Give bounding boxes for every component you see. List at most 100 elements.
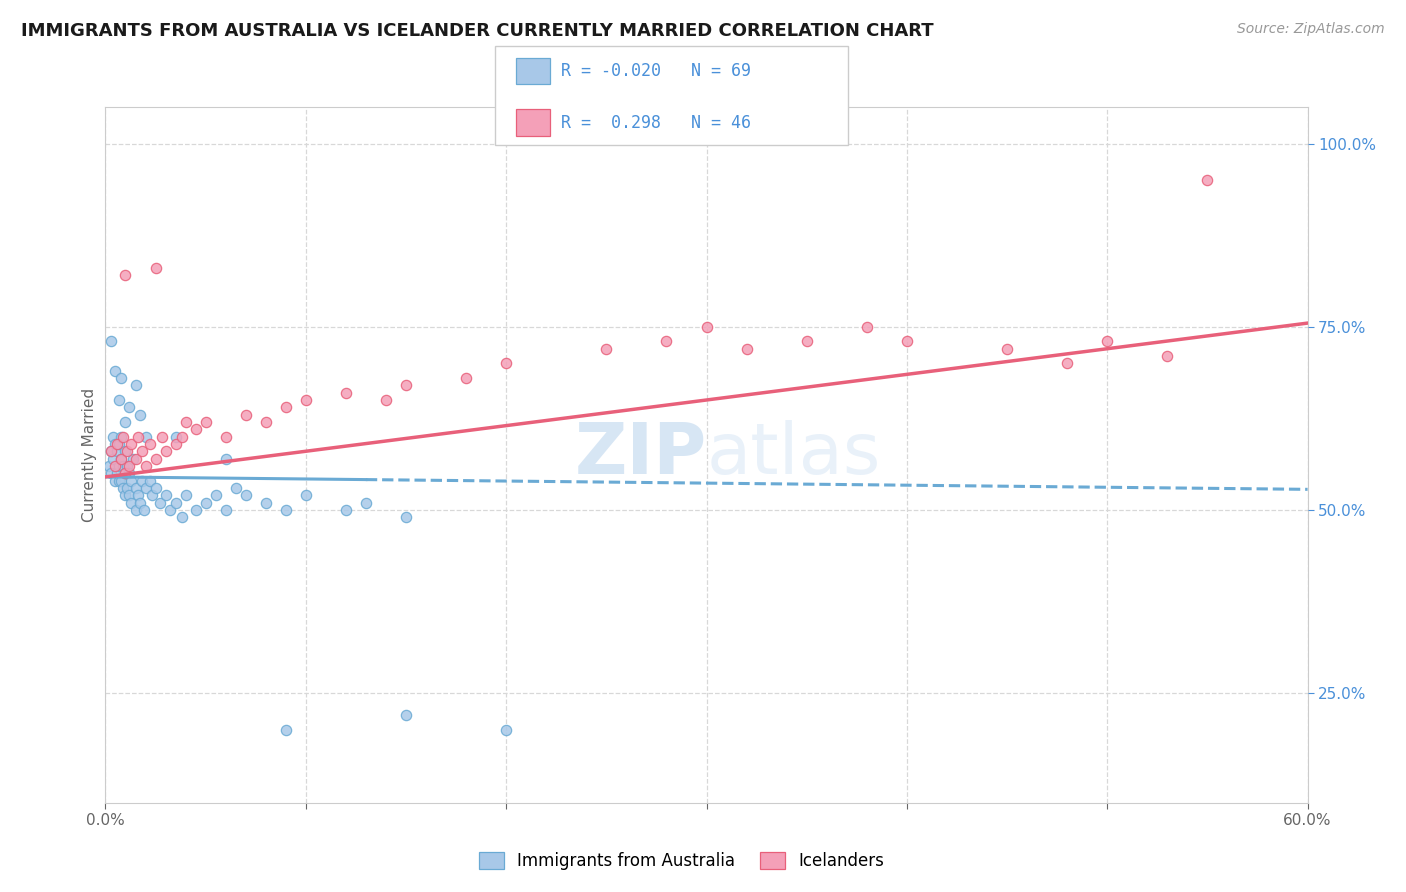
Point [124,481,146,495]
Point [855,319,877,334]
Point [165,437,187,451]
Point [274,401,297,415]
Point [174,415,197,429]
Point [112,481,135,495]
Point [135,481,157,495]
Point [454,371,477,385]
Point [214,503,236,517]
Point [117,444,139,458]
Point [103,451,125,466]
Point [150,429,173,443]
Point [995,342,1018,356]
Point [114,444,136,458]
Point [214,451,236,466]
Text: R = -0.020   N = 69: R = -0.020 N = 69 [561,62,751,80]
Point [107,467,129,481]
Point [108,474,131,488]
Point [194,415,217,429]
Point [495,356,517,370]
Point [254,495,277,509]
Point [155,488,177,502]
Point [114,488,136,502]
Point [141,488,163,502]
Point [159,503,181,517]
Point [124,451,146,466]
Point [235,488,257,502]
Point [655,334,678,349]
Point [118,467,141,481]
Point [131,444,153,458]
Point [131,474,153,488]
Text: Source: ZipAtlas.com: Source: ZipAtlas.com [1237,22,1385,37]
Point [127,429,149,443]
Point [118,488,141,502]
Text: IMMIGRANTS FROM AUSTRALIA VS ICELANDER CURRENTLY MARRIED CORRELATION CHART: IMMIGRANTS FROM AUSTRALIA VS ICELANDER C… [21,22,934,40]
Point [155,444,177,458]
Text: atlas: atlas [707,420,882,490]
Point [98,458,121,473]
Point [295,488,318,502]
Point [896,334,918,349]
Point [121,437,143,451]
Point [107,444,129,458]
Legend: Immigrants from Australia, Icelanders: Immigrants from Australia, Icelanders [472,845,891,877]
Point [1156,349,1178,363]
Point [1197,173,1219,187]
Point [796,334,818,349]
Point [165,429,187,443]
Point [170,429,193,443]
Point [354,495,377,509]
Point [100,444,122,458]
Point [395,510,418,524]
Point [735,342,758,356]
Point [170,510,193,524]
Point [1056,356,1078,370]
Point [100,334,122,349]
Point [145,481,167,495]
Point [138,474,160,488]
Point [184,503,207,517]
Point [110,451,132,466]
Point [128,408,150,422]
Point [595,342,617,356]
Y-axis label: Currently Married: Currently Married [82,388,97,522]
Point [194,495,217,509]
Point [107,437,129,451]
Point [108,392,131,407]
Point [117,458,139,473]
Point [274,723,297,737]
Point [374,392,398,407]
Point [104,474,127,488]
Point [124,378,146,392]
Point [114,268,136,283]
Point [121,474,143,488]
Point [124,503,146,517]
Point [121,495,143,509]
Point [135,429,157,443]
Text: ZIP: ZIP [574,420,707,490]
Point [112,458,135,473]
Point [117,481,139,495]
Point [112,429,135,443]
Point [100,467,122,481]
Point [254,415,277,429]
Point [114,415,136,429]
Point [108,437,131,451]
Point [138,437,160,451]
Point [395,707,418,722]
Point [127,488,149,502]
Point [204,488,226,502]
Point [110,371,132,385]
Point [100,444,122,458]
Point [128,495,150,509]
Point [148,495,170,509]
Point [174,488,197,502]
Point [103,429,125,443]
Point [114,467,136,481]
Point [110,474,132,488]
Point [696,319,718,334]
Text: R =  0.298   N = 46: R = 0.298 N = 46 [561,113,751,131]
Point [132,503,155,517]
Point [108,458,131,473]
Point [104,364,127,378]
